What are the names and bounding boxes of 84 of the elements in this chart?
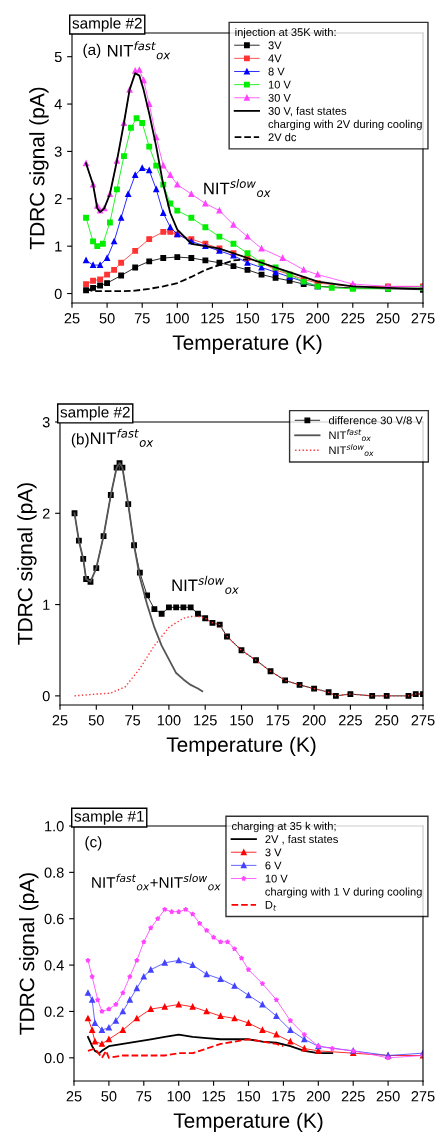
x-tick-label: 200 <box>306 313 330 324</box>
y-tick-label: 3 <box>42 417 50 428</box>
x-tick-label: 125 <box>194 715 217 726</box>
y-tick-label: 1.0 <box>45 821 64 832</box>
x-tick-label: 50 <box>88 715 104 726</box>
annotation: NIT$^{fast}$$_{ox}$ <box>107 41 171 60</box>
y-tick-label: 0.6 <box>44 913 64 925</box>
legend-label: 6 V <box>265 861 282 870</box>
legend-label: D$_{t}$ <box>265 901 277 911</box>
legend-label: 2V , fast states <box>265 834 338 845</box>
legend-label: 30 V <box>268 93 291 102</box>
x-tick-label: 25 <box>52 715 68 726</box>
y-tick-label: 0 <box>42 690 50 702</box>
y-tick-label: 1 <box>55 241 62 252</box>
x-tick-label: 250 <box>376 313 400 324</box>
x-tick-label: 175 <box>266 715 290 726</box>
y-tick-label: 2 <box>42 508 50 519</box>
annotation: charging with 2V during cooling <box>268 119 422 131</box>
text: sample #2 <box>60 406 130 421</box>
x-tick-label: 175 <box>271 313 295 324</box>
annotation: (a) <box>83 43 101 59</box>
x-tick-label: 50 <box>101 1091 117 1102</box>
annotation: (b) <box>71 433 89 448</box>
x-tick-label: 75 <box>134 313 150 324</box>
y-tick-label: 0.8 <box>44 867 64 878</box>
legend-label: 10 V <box>265 874 288 883</box>
annotation: NIT$^{fast}$$_{ox}$+NIT$^{slow}$$_{ox}$ <box>92 873 221 891</box>
x-tick-label: 75 <box>125 715 141 726</box>
x-tick-label: 100 <box>157 715 181 726</box>
annotation: charging with 1 V during cooling <box>265 887 422 898</box>
legend-title: injection at 35K with: <box>235 27 336 39</box>
x-tick-label: 125 <box>202 1091 226 1102</box>
y-tick-label: 2 <box>54 193 62 205</box>
legend-label: difference 30 V/8 V <box>328 416 423 425</box>
x-tick-label: 275 <box>411 715 435 726</box>
annotation: (c) <box>85 836 102 851</box>
x-tick-label: 25 <box>66 1091 82 1102</box>
x-tick-label: 150 <box>237 1091 261 1102</box>
x-tick-label: 50 <box>99 313 115 324</box>
y-axis-title: TDRC signal (pA) <box>17 483 37 645</box>
y-tick-label: 4 <box>54 99 62 110</box>
legend-label: 4V <box>268 54 282 63</box>
x-axis-title: Temperature (K) <box>172 334 322 355</box>
x-tick-label: 250 <box>376 1091 400 1102</box>
legend-label: 30 V, fast states <box>268 106 347 117</box>
y-axis-title: TDRC signal (pA) <box>29 87 49 250</box>
x-tick-label: 25 <box>64 313 80 324</box>
legend-label: 3 V <box>265 848 282 857</box>
text: sample #1 <box>74 810 144 825</box>
y-tick-label: 3 <box>54 146 62 157</box>
y-tick-label: 0 <box>54 288 62 299</box>
x-tick-label: 75 <box>136 1091 152 1102</box>
x-tick-label: 275 <box>411 313 435 324</box>
x-tick-label: 225 <box>341 1091 365 1102</box>
legend-title: charging at 35 k with; <box>232 821 336 833</box>
y-tick-label: 0.2 <box>44 1006 64 1017</box>
legend-label: NIT$^{slow}$$_{ox}$ <box>329 443 374 457</box>
x-tick-label: 100 <box>167 1091 191 1102</box>
x-tick-label: 225 <box>341 313 365 324</box>
y-tick-label: 0.0 <box>44 1052 64 1064</box>
x-tick-label: 200 <box>306 1091 330 1102</box>
legend-label: 8 V <box>268 67 285 76</box>
x-tick-label: 250 <box>375 715 399 726</box>
x-tick-label: 225 <box>338 715 362 726</box>
x-tick-label: 150 <box>230 715 254 726</box>
legend-label: 3V <box>268 41 282 50</box>
annotation: NIT$^{fast}$$_{ox}$ <box>90 428 154 447</box>
annotation: NIT$^{slow}$$_{ox}$ <box>172 575 239 594</box>
y-tick-label: 1 <box>43 599 50 610</box>
y-tick-label: 5 <box>54 51 62 63</box>
legend-label: 10 V <box>268 80 291 89</box>
y-axis-title: TDRC signal (pA) <box>19 873 39 1035</box>
y-tick-label: 0.4 <box>44 960 64 971</box>
x-tick-label: 275 <box>411 1091 435 1102</box>
annotation: NIT$^{slow}$$_{ox}$ <box>204 178 271 198</box>
x-axis-title: Temperature (K) <box>173 1112 323 1133</box>
x-tick-label: 150 <box>236 313 260 324</box>
x-axis-title: Temperature (K) <box>166 736 316 757</box>
legend-label: 2V dc <box>268 132 297 142</box>
x-tick-label: 200 <box>302 715 326 726</box>
x-tick-label: 100 <box>166 313 189 324</box>
x-tick-label: 125 <box>201 313 224 324</box>
x-tick-label: 175 <box>272 1091 295 1102</box>
text: sample #2 <box>72 17 142 32</box>
